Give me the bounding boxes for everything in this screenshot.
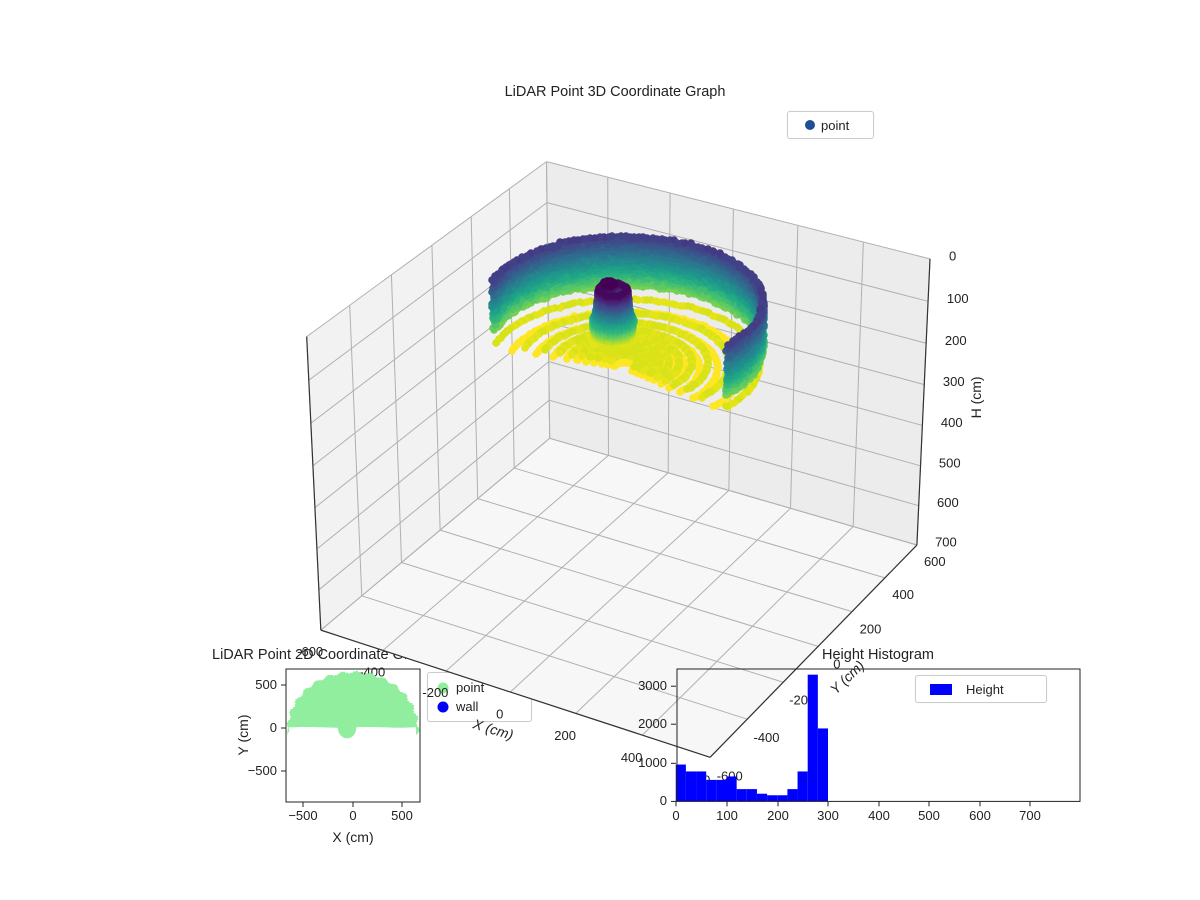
svg-text:−500: −500 [248,763,277,778]
svg-text:200: 200 [945,333,967,348]
svg-text:500: 500 [255,677,277,692]
svg-text:0: 0 [949,248,956,263]
svg-text:400: 400 [941,415,963,430]
svg-text:500: 500 [391,808,413,823]
svg-text:X (cm): X (cm) [332,829,373,845]
svg-text:H (cm): H (cm) [968,376,984,418]
svg-text:200: 200 [860,621,882,636]
svg-text:0: 0 [496,706,503,721]
svg-text:100: 100 [947,291,969,306]
svg-text:200: 200 [554,728,576,743]
svg-text:0: 0 [270,720,277,735]
svg-text:−500: −500 [288,808,317,823]
svg-text:-400: -400 [754,730,780,745]
svg-text:600: 600 [924,554,946,569]
svg-text:600: 600 [937,495,959,510]
svg-text:X (cm): X (cm) [470,715,515,743]
svg-text:300: 300 [943,374,965,389]
svg-text:0: 0 [349,808,356,823]
svg-text:-200: -200 [422,685,448,700]
svg-text:500: 500 [939,455,961,470]
svg-text:Y (cm): Y (cm) [235,715,251,756]
svg-text:700: 700 [935,534,957,549]
svg-text:-600: -600 [297,644,323,659]
svg-text:400: 400 [892,587,914,602]
